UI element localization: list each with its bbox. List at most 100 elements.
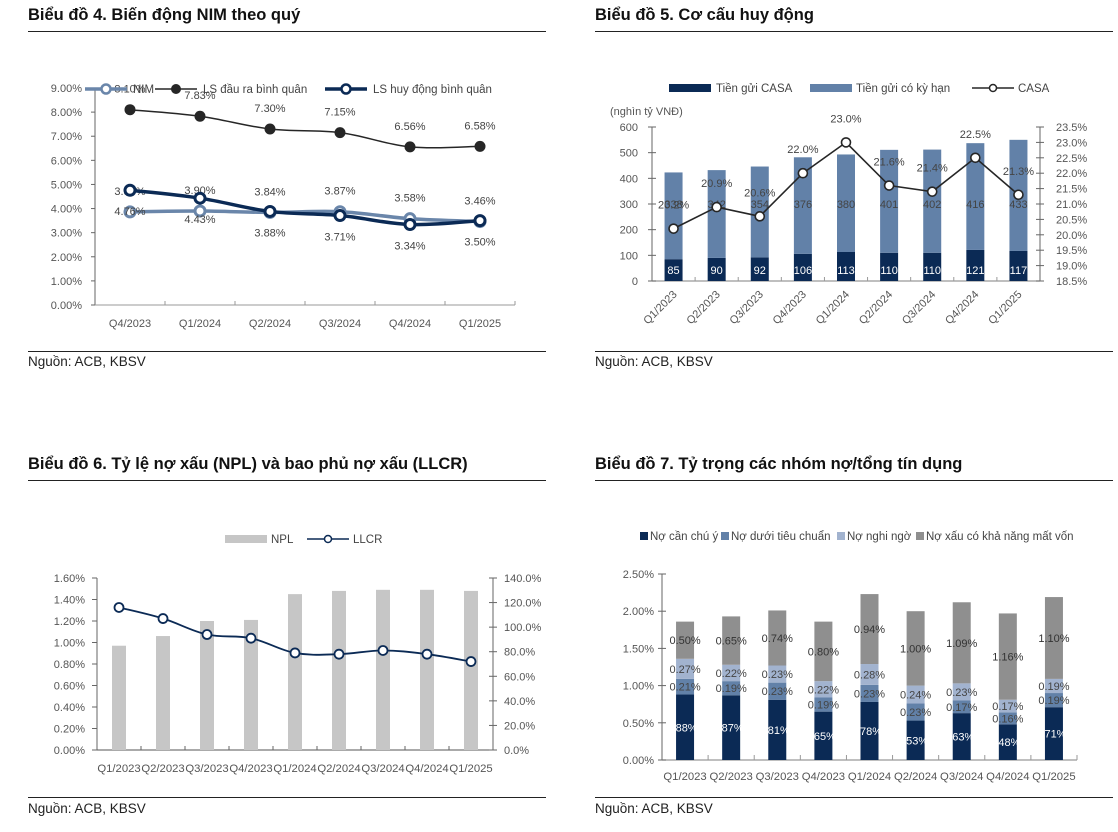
y-tick-label: 0.20% xyxy=(54,724,85,736)
y-tick-label: 0.00% xyxy=(623,755,654,767)
y2-tick-label: 100.0% xyxy=(504,622,542,634)
data-label: .71% xyxy=(1041,729,1066,741)
bar-loss xyxy=(768,610,787,666)
data-label: 0.23% xyxy=(900,707,931,719)
chart-5-legend: Tiền gửi CASA Tiền gửi có kỳ hạn CASA xyxy=(669,83,1050,95)
data-label: 0.27% xyxy=(669,664,700,676)
data-point xyxy=(926,186,938,197)
legend-label: LLCR xyxy=(353,534,382,546)
y2-tick-label: 18.5% xyxy=(1056,276,1087,288)
bar-label-casa: 110 xyxy=(923,265,941,277)
data-point xyxy=(474,140,486,152)
x-tick-label: Q4/2024 xyxy=(943,289,981,327)
y-tick-label: 6.00% xyxy=(51,155,82,167)
y-tick-label: 1.00% xyxy=(623,681,654,693)
y2-tick-label: 40.0% xyxy=(504,696,535,708)
chart-5-mobilization: (nghìn tỷ VNĐ) 0 100 200 300 400 500 600 18.5% 19… xyxy=(610,83,1087,327)
data-label: 3.34% xyxy=(394,240,425,252)
data-label: 3.58% xyxy=(394,193,425,205)
bar-substandard xyxy=(768,682,787,700)
y2-tick-label: 140.0% xyxy=(504,573,542,585)
data-point xyxy=(245,632,257,644)
x-tick-label: Q1/2023 xyxy=(663,771,706,783)
bar-substandard xyxy=(860,684,879,702)
chart-4-nim: 0.00% 1.00% 2.00% 3.00% 4.00% 5.00% 6.00% 7.00%… xyxy=(51,83,516,330)
bar-label-casa: 113 xyxy=(837,265,855,277)
y2-tick-label: 19.5% xyxy=(1056,245,1087,257)
data-label: 1.16% xyxy=(992,652,1023,664)
bar-label-casa: 90 xyxy=(711,265,723,277)
bar-term-deposit xyxy=(923,149,942,253)
data-label: 0.94% xyxy=(854,624,885,636)
bar-substandard xyxy=(676,678,695,695)
bar-doubtful xyxy=(814,681,833,698)
y-tick-label: 0.80% xyxy=(54,659,85,671)
legend-label: Nợ cần chú ý xyxy=(650,531,719,543)
legend-label: Tiền gửi CASA xyxy=(716,83,793,95)
bar-npl xyxy=(420,589,434,750)
bar-npl xyxy=(464,590,478,750)
data-label: 0.28% xyxy=(854,669,885,681)
x-tick-label: Q1/2024 xyxy=(848,771,891,783)
bar-doubtful xyxy=(998,699,1017,713)
y2-tick-label: 22.5% xyxy=(1056,153,1087,165)
y-tick-label: 0.50% xyxy=(623,718,654,730)
data-point xyxy=(124,104,136,116)
bar-substandard xyxy=(1044,693,1063,708)
chart-6-title-rule xyxy=(28,480,546,481)
data-label: .65% xyxy=(811,731,836,743)
data-label: 0.19% xyxy=(1038,681,1069,693)
data-label: 0.23% xyxy=(762,669,793,681)
bar-doubtful xyxy=(860,664,879,685)
data-point xyxy=(711,201,722,213)
data-label: 0.19% xyxy=(808,700,839,712)
data-label: 21.3% xyxy=(1003,166,1034,178)
data-label: 0.80% xyxy=(808,646,839,658)
legend-marker xyxy=(100,83,112,95)
y-tick-label: 7.00% xyxy=(51,131,82,143)
y-tick-label: 2.50% xyxy=(623,569,654,581)
y2-tick-label: 80.0% xyxy=(504,647,535,659)
data-point xyxy=(797,167,809,179)
x-tick-label: Q1/2024 xyxy=(814,289,852,327)
x-tick-label: Q3/2023 xyxy=(756,771,799,783)
bar-casa xyxy=(880,252,899,281)
legend-label: Nợ dưới tiêu chuẩn xyxy=(731,531,831,543)
chart-5-title: Biểu đồ 5. Cơ cấu huy động xyxy=(595,6,814,24)
bar-term-deposit xyxy=(707,170,726,258)
bar-label-term-deposit: 376 xyxy=(794,199,812,211)
data-point xyxy=(193,191,207,205)
data-label: 20.9% xyxy=(701,178,732,190)
bar-label-term-deposit: 354 xyxy=(751,199,769,211)
data-point xyxy=(113,602,125,613)
bar-substandard xyxy=(722,681,741,696)
bar-casa xyxy=(923,252,942,281)
bar-casa xyxy=(966,249,985,281)
data-point xyxy=(157,613,169,624)
data-label: 7.30% xyxy=(254,103,285,115)
bar-loss xyxy=(676,621,695,659)
chart-7-source: Nguồn: ACB, KBSV xyxy=(595,801,713,816)
bar-doubtful xyxy=(1044,678,1063,694)
data-label: 0.74% xyxy=(762,633,793,645)
chart-4-title: Biểu đồ 4. Biến động NIM theo quý xyxy=(28,6,301,24)
chart-4-source-rule xyxy=(28,351,546,352)
x-tick-label: Q3/2023 xyxy=(185,763,228,775)
bar-label-casa: 117 xyxy=(1010,265,1028,277)
bar-npl xyxy=(244,619,258,750)
y2-tick-label: 60.0% xyxy=(504,671,535,683)
chart-6-title: Biểu đồ 6. Tỷ lệ nợ xấu (NPL) và bao phủ… xyxy=(28,455,468,473)
bar-term-deposit xyxy=(837,154,855,252)
bar-special-mention xyxy=(814,711,833,760)
y-tick-label: 0.60% xyxy=(54,681,85,693)
data-point xyxy=(264,123,276,135)
x-tick-label: Q4/2024 xyxy=(405,763,448,775)
data-label: 0.23% xyxy=(946,687,977,699)
data-label: 23.0% xyxy=(830,113,861,125)
bar-npl xyxy=(376,589,390,750)
data-label: .81% xyxy=(765,725,790,737)
data-label: 0.24% xyxy=(900,690,931,702)
bar-special-mention xyxy=(1044,707,1063,760)
data-point xyxy=(334,127,346,139)
data-label: 0.23% xyxy=(854,688,885,700)
